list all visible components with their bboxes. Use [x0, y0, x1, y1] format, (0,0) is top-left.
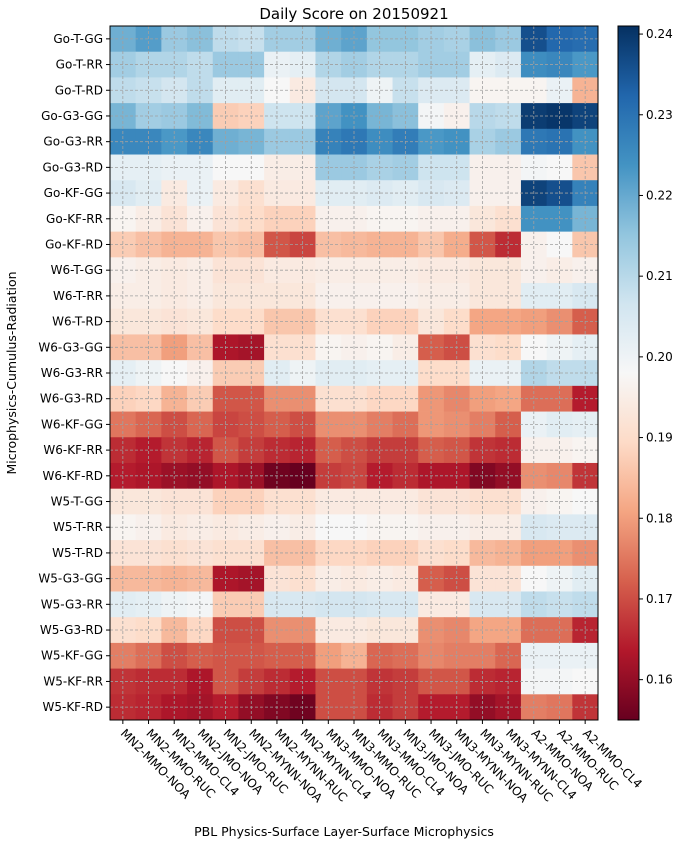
y-tick-label: Go-KF-GG — [44, 186, 103, 200]
colorbar-tick-label: 0.24 — [646, 27, 673, 41]
chart-title: Daily Score on 20150921 — [259, 5, 448, 23]
y-tick-label: W5-KF-RR — [43, 674, 103, 688]
y-tick-label: Go-T-RR — [56, 58, 103, 72]
colorbar-tick-label: 0.23 — [646, 108, 673, 122]
y-tick-label: Go-G3-RD — [43, 160, 103, 174]
colorbar-tick-label: 0.21 — [646, 269, 673, 283]
colorbar-tick-label: 0.18 — [646, 511, 673, 525]
y-tick-label: W6-T-RD — [52, 315, 103, 329]
colorbar-tick-label: 0.20 — [646, 350, 673, 364]
y-tick-label: W5-T-RD — [52, 546, 103, 560]
y-tick-label: Go-T-RD — [55, 83, 103, 97]
colorbar-axis: 0.16 0.17 0.18 0.19 0.20 0.21 0.22 0.23 0.24 — [639, 27, 673, 687]
y-tick-label: W5-KF-GG — [41, 649, 103, 663]
y-tick-label: W6-T-RR — [53, 289, 103, 303]
colorbar-tick-label: 0.17 — [646, 592, 673, 606]
y-tick-label: W5-T-GG — [51, 495, 103, 509]
y-tick-label: Go-G3-RR — [43, 135, 103, 149]
y-tick-label: W6-KF-RR — [43, 443, 103, 457]
x-axis-label: PBL Physics-Surface Layer-Surface Microp… — [194, 824, 494, 839]
y-tick-label: W5-G3-GG — [38, 572, 103, 586]
y-tick-label: W6-KF-GG — [41, 417, 103, 431]
y-tick-label: W6-T-GG — [51, 263, 103, 277]
colorbar-tick-label: 0.19 — [646, 431, 673, 445]
y-tick-label: Go-KF-RD — [45, 237, 103, 251]
y-tick-label: W6-G3-GG — [38, 340, 103, 354]
y-tick-label: W5-KF-RD — [42, 700, 103, 714]
y-tick-label: W5-G3-RR — [41, 597, 103, 611]
y-tick-label: Go-T-GG — [53, 32, 103, 46]
colorbar-tick-label: 0.16 — [646, 673, 673, 687]
y-axis: Go-T-GG Go-T-RR Go-T-RD Go-G3-GG Go-G3-RR Go-… — [38, 32, 110, 714]
y-tick-label: W6-G3-RD — [40, 392, 103, 406]
y-axis-label: Microphysics-Cumulus-Radiation — [4, 271, 19, 474]
grid-lines — [110, 26, 598, 720]
colorbar — [617, 25, 640, 721]
x-axis: MN2-MMO-NOAMN2-MMO-RUCMN2-MMO-CL4MN2-JMO… — [118, 720, 645, 806]
y-tick-label: W6-G3-RR — [41, 366, 103, 380]
y-tick-label: Go-KF-RR — [46, 212, 103, 226]
colorbar-tick-label: 0.22 — [646, 188, 673, 202]
y-tick-label: W6-KF-RD — [42, 469, 103, 483]
y-tick-label: W5-G3-RD — [40, 623, 103, 637]
y-tick-label: W5-T-RR — [53, 520, 103, 534]
y-tick-label: Go-G3-GG — [41, 109, 103, 123]
